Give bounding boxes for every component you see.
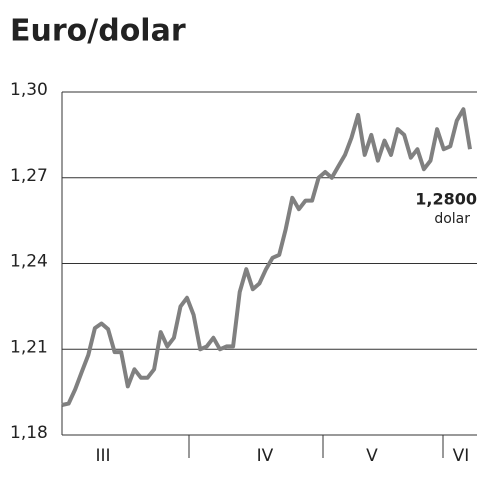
annotation-unit: dolar: [434, 211, 470, 227]
x-tick-label: III: [95, 446, 110, 466]
line: [61, 107, 472, 407]
x-tick-label: VI: [453, 446, 470, 466]
y-tick-label: 1,18: [10, 423, 48, 443]
y-tick-label: 1,21: [10, 337, 48, 357]
annotation-value: 1,2800: [415, 190, 477, 209]
x-tick-label: IV: [257, 446, 274, 466]
x-tick-label: V: [366, 446, 378, 466]
y-tick-label: 1,30: [10, 80, 48, 100]
y-tick-label: 1,24: [10, 252, 48, 272]
chart-title: Euro/dolar: [10, 14, 186, 49]
y-tick-label: 1,27: [10, 166, 48, 186]
